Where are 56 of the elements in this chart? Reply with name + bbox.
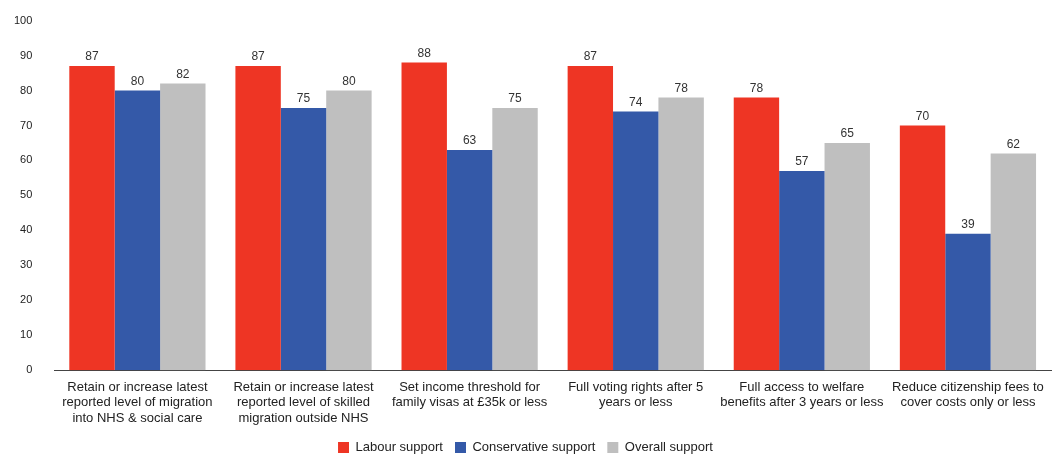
- data-label: 87: [85, 49, 99, 64]
- bar: [114, 90, 161, 371]
- data-label: 87: [583, 49, 598, 64]
- y-tick-label: 30: [20, 258, 33, 271]
- bar: [613, 111, 659, 371]
- data-label: 62: [1006, 136, 1021, 151]
- x-tick-label: Full access to welfare benefits after 3 years or less: [720, 378, 884, 410]
- bar: [326, 90, 372, 371]
- legend-label: Conservative support: [472, 439, 596, 455]
- data-label: 78: [749, 80, 764, 95]
- bar: [69, 66, 115, 371]
- bar: [733, 97, 780, 371]
- y-tick-label: 10: [20, 328, 33, 341]
- data-label: 87: [251, 49, 266, 64]
- data-label: 80: [342, 73, 356, 88]
- x-tick-label: Full voting rights after 5 years or less: [568, 378, 704, 410]
- bar: [945, 233, 991, 371]
- bar: [446, 149, 493, 371]
- data-label: 63: [462, 133, 477, 148]
- y-tick-label: 0: [26, 363, 33, 376]
- legend-label: Overall support: [624, 439, 714, 455]
- y-tick-label: 70: [20, 118, 33, 131]
- y-tick-label: 20: [20, 293, 33, 306]
- x-tick-label: Set income threshold for family visas at £35k or less: [391, 378, 548, 410]
- bar: [990, 153, 1037, 371]
- bar: [235, 66, 281, 371]
- data-label: 57: [795, 154, 809, 169]
- bar: [280, 108, 327, 371]
- data-label: 65: [840, 126, 855, 141]
- data-label: 82: [176, 66, 190, 81]
- x-tick-label: Retain or increase latest reported level of skilled migration outside NHS: [233, 378, 374, 425]
- data-label: 70: [915, 108, 930, 123]
- data-label: 78: [674, 80, 689, 95]
- bar: [160, 83, 206, 371]
- bar: [658, 97, 704, 371]
- x-tick-label: Retain or increase latest reported level of migration into NHS & social care: [62, 378, 213, 425]
- legend-label: Labour support: [355, 439, 444, 455]
- y-tick-label: 100: [13, 13, 33, 26]
- data-label: 75: [508, 91, 523, 106]
- data-label: 39: [961, 217, 975, 232]
- y-tick-label: 90: [20, 48, 33, 61]
- bar: [401, 62, 447, 371]
- data-label: 74: [629, 94, 643, 109]
- y-tick-label: 50: [20, 188, 33, 201]
- y-tick-label: 40: [20, 223, 33, 236]
- bar: [492, 108, 538, 371]
- bar: [899, 125, 946, 371]
- y-tick-label: 80: [20, 83, 33, 96]
- bar: [567, 66, 614, 371]
- data-label: 75: [296, 91, 311, 106]
- bar: [779, 170, 825, 371]
- bar: [824, 142, 870, 371]
- data-label: 88: [417, 45, 432, 60]
- y-tick-label: 60: [20, 153, 33, 166]
- x-tick-label: Reduce citizenship fees to cover costs only or less: [892, 378, 1044, 410]
- data-label: 80: [130, 73, 145, 88]
